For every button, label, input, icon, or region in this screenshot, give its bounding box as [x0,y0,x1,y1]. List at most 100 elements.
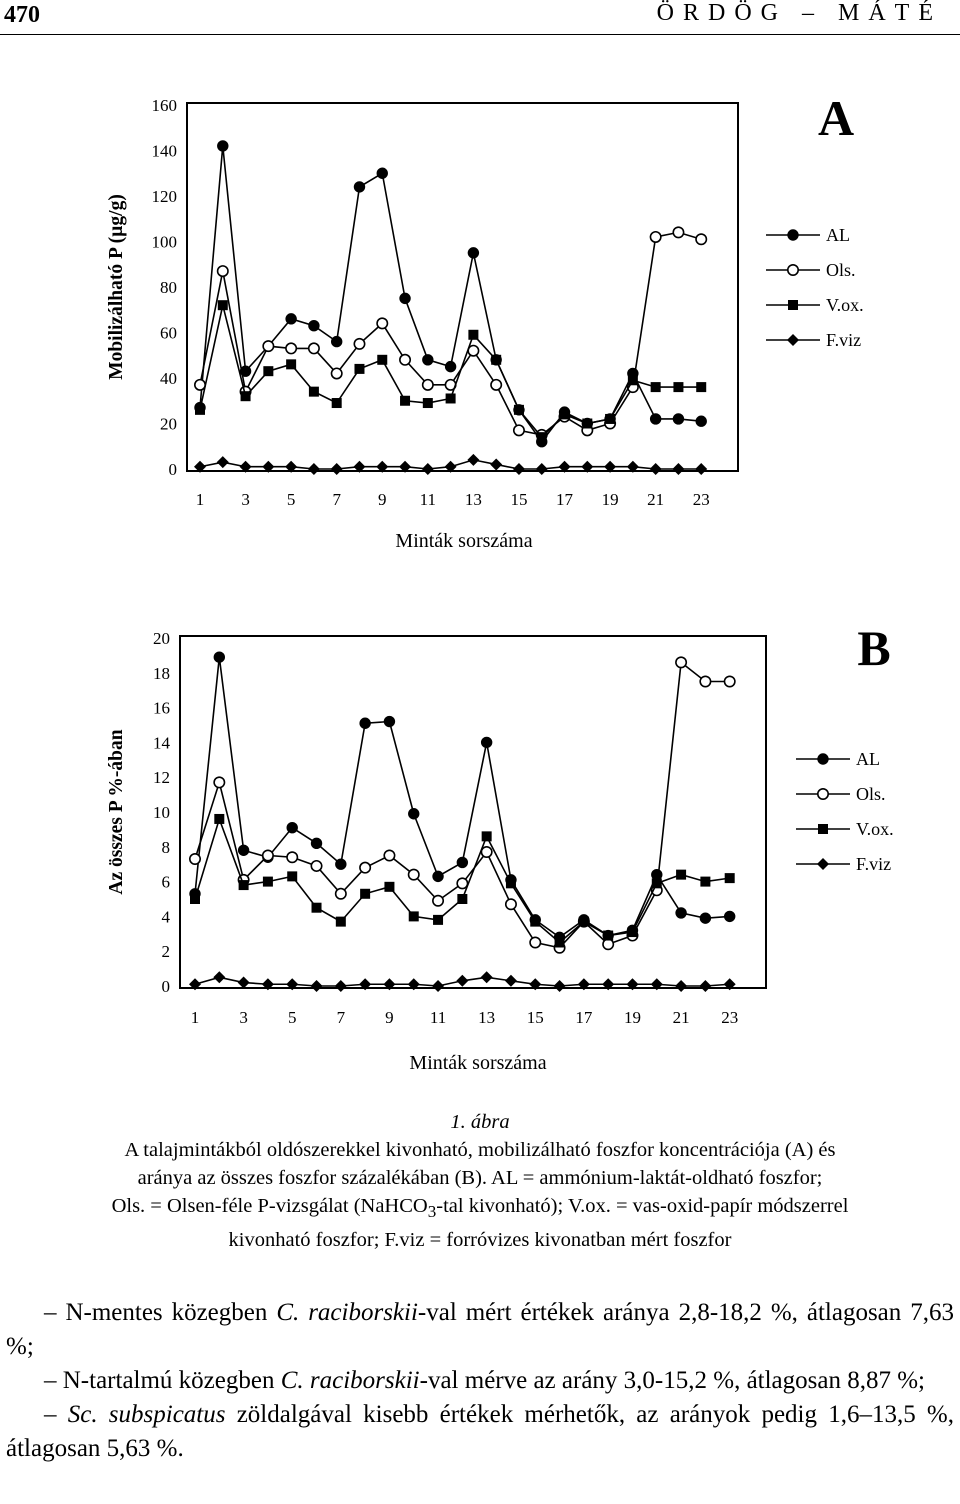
data-point [335,916,346,927]
species-name: Sc. subspicatus [67,1401,226,1428]
caption-text: -tal kivonható); V.ox. = vas-oxid-papír … [436,1195,849,1217]
data-point [263,366,274,377]
plot-frame [186,102,739,472]
data-point [189,852,202,865]
data-point [399,460,412,473]
legend-marker [787,334,799,346]
data-point [286,978,299,991]
x-axis-title: Minták sorszáma [395,530,532,552]
data-point [456,856,469,869]
data-point [699,980,712,992]
data-point [649,230,662,243]
x-tick-label: 7 [332,490,341,509]
caption-line: aránya az összes foszfor százalékában (B… [137,1167,823,1189]
page-number: 470 [4,2,40,28]
y-tick-label: 8 [162,838,171,857]
data-point [512,463,525,475]
data-point [217,300,228,311]
data-point [699,912,712,924]
legend-label: AL [856,749,880,769]
data-point [505,878,516,889]
data-point [456,877,469,890]
data-point [675,980,688,992]
y-tick-label: 2 [162,942,171,961]
data-point [559,409,570,420]
data-point [189,978,201,991]
caption-subscript: 3 [427,1202,437,1222]
data-point [216,456,229,469]
data-point [261,978,274,991]
data-point [649,463,662,475]
data-point [536,432,547,443]
data-point [651,878,662,889]
y-tick-label: 20 [160,415,177,434]
y-tick-label: 4 [162,907,171,926]
data-point [602,938,615,951]
data-point [468,329,479,340]
data-point [456,974,469,987]
header-rule [0,34,960,35]
x-tick-label: 15 [510,490,527,509]
x-tick-label: 11 [430,1008,446,1027]
paragraph-lead: – N-mentes közegben [44,1299,277,1326]
legend-label: Ols. [826,260,856,280]
data-point [676,869,687,880]
data-point [626,978,639,991]
data-point [376,460,389,473]
legend-marker [786,264,799,277]
page-header: 470 ÖRDÖG – MÁTÉ [0,0,960,36]
data-point [307,342,320,355]
data-point [399,353,412,366]
data-point [399,292,411,305]
data-point [213,776,226,789]
x-tick-label: 21 [673,1008,690,1027]
data-point [513,404,524,415]
data-point [535,463,548,475]
y-tick-label: 160 [152,96,178,115]
x-tick-label: 11 [420,490,436,509]
data-point [530,916,541,927]
data-point [578,916,589,927]
data-point [433,914,444,925]
x-tick-label: 1 [196,490,205,509]
data-point [695,415,707,427]
data-point [512,424,525,437]
data-point [421,378,434,391]
data-point [553,980,566,992]
paragraph-lead: – [44,1401,68,1428]
data-point [213,651,226,663]
data-point [334,980,347,992]
y-axis-title: Mobilizálható P (µg/g) [106,194,127,380]
data-point [422,398,433,409]
caption-line: Ols. = Olsen-féle P-vizsgálat (NaHCO3-ta… [20,1192,940,1226]
data-point [237,976,250,989]
x-tick-label: 13 [465,490,482,509]
data-point [672,413,685,425]
running-head: ÖRDÖG – MÁTÉ [656,0,942,26]
data-point [695,463,708,475]
data-point [651,868,663,881]
x-tick-label: 21 [647,490,664,509]
data-point [558,460,571,473]
x-tick-label: 3 [239,1008,248,1027]
y-tick-label: 80 [160,278,177,297]
data-point [240,391,251,402]
data-point [650,978,663,991]
y-tick-label: 18 [153,664,170,683]
data-point [408,808,420,820]
data-point [491,354,502,365]
data-point [627,927,638,938]
data-point [699,675,712,688]
data-point [353,460,366,473]
data-point [581,460,594,473]
data-point [723,910,736,923]
data-point [353,337,366,350]
y-tick-label: 100 [152,233,178,252]
data-point [360,888,371,899]
body-text: – N-mentes közegben C. raciborskii-val m… [6,1296,954,1466]
data-point [723,978,736,991]
data-point [432,870,444,883]
legend-label: V.ox. [826,295,864,315]
series-line-ols [199,231,702,436]
